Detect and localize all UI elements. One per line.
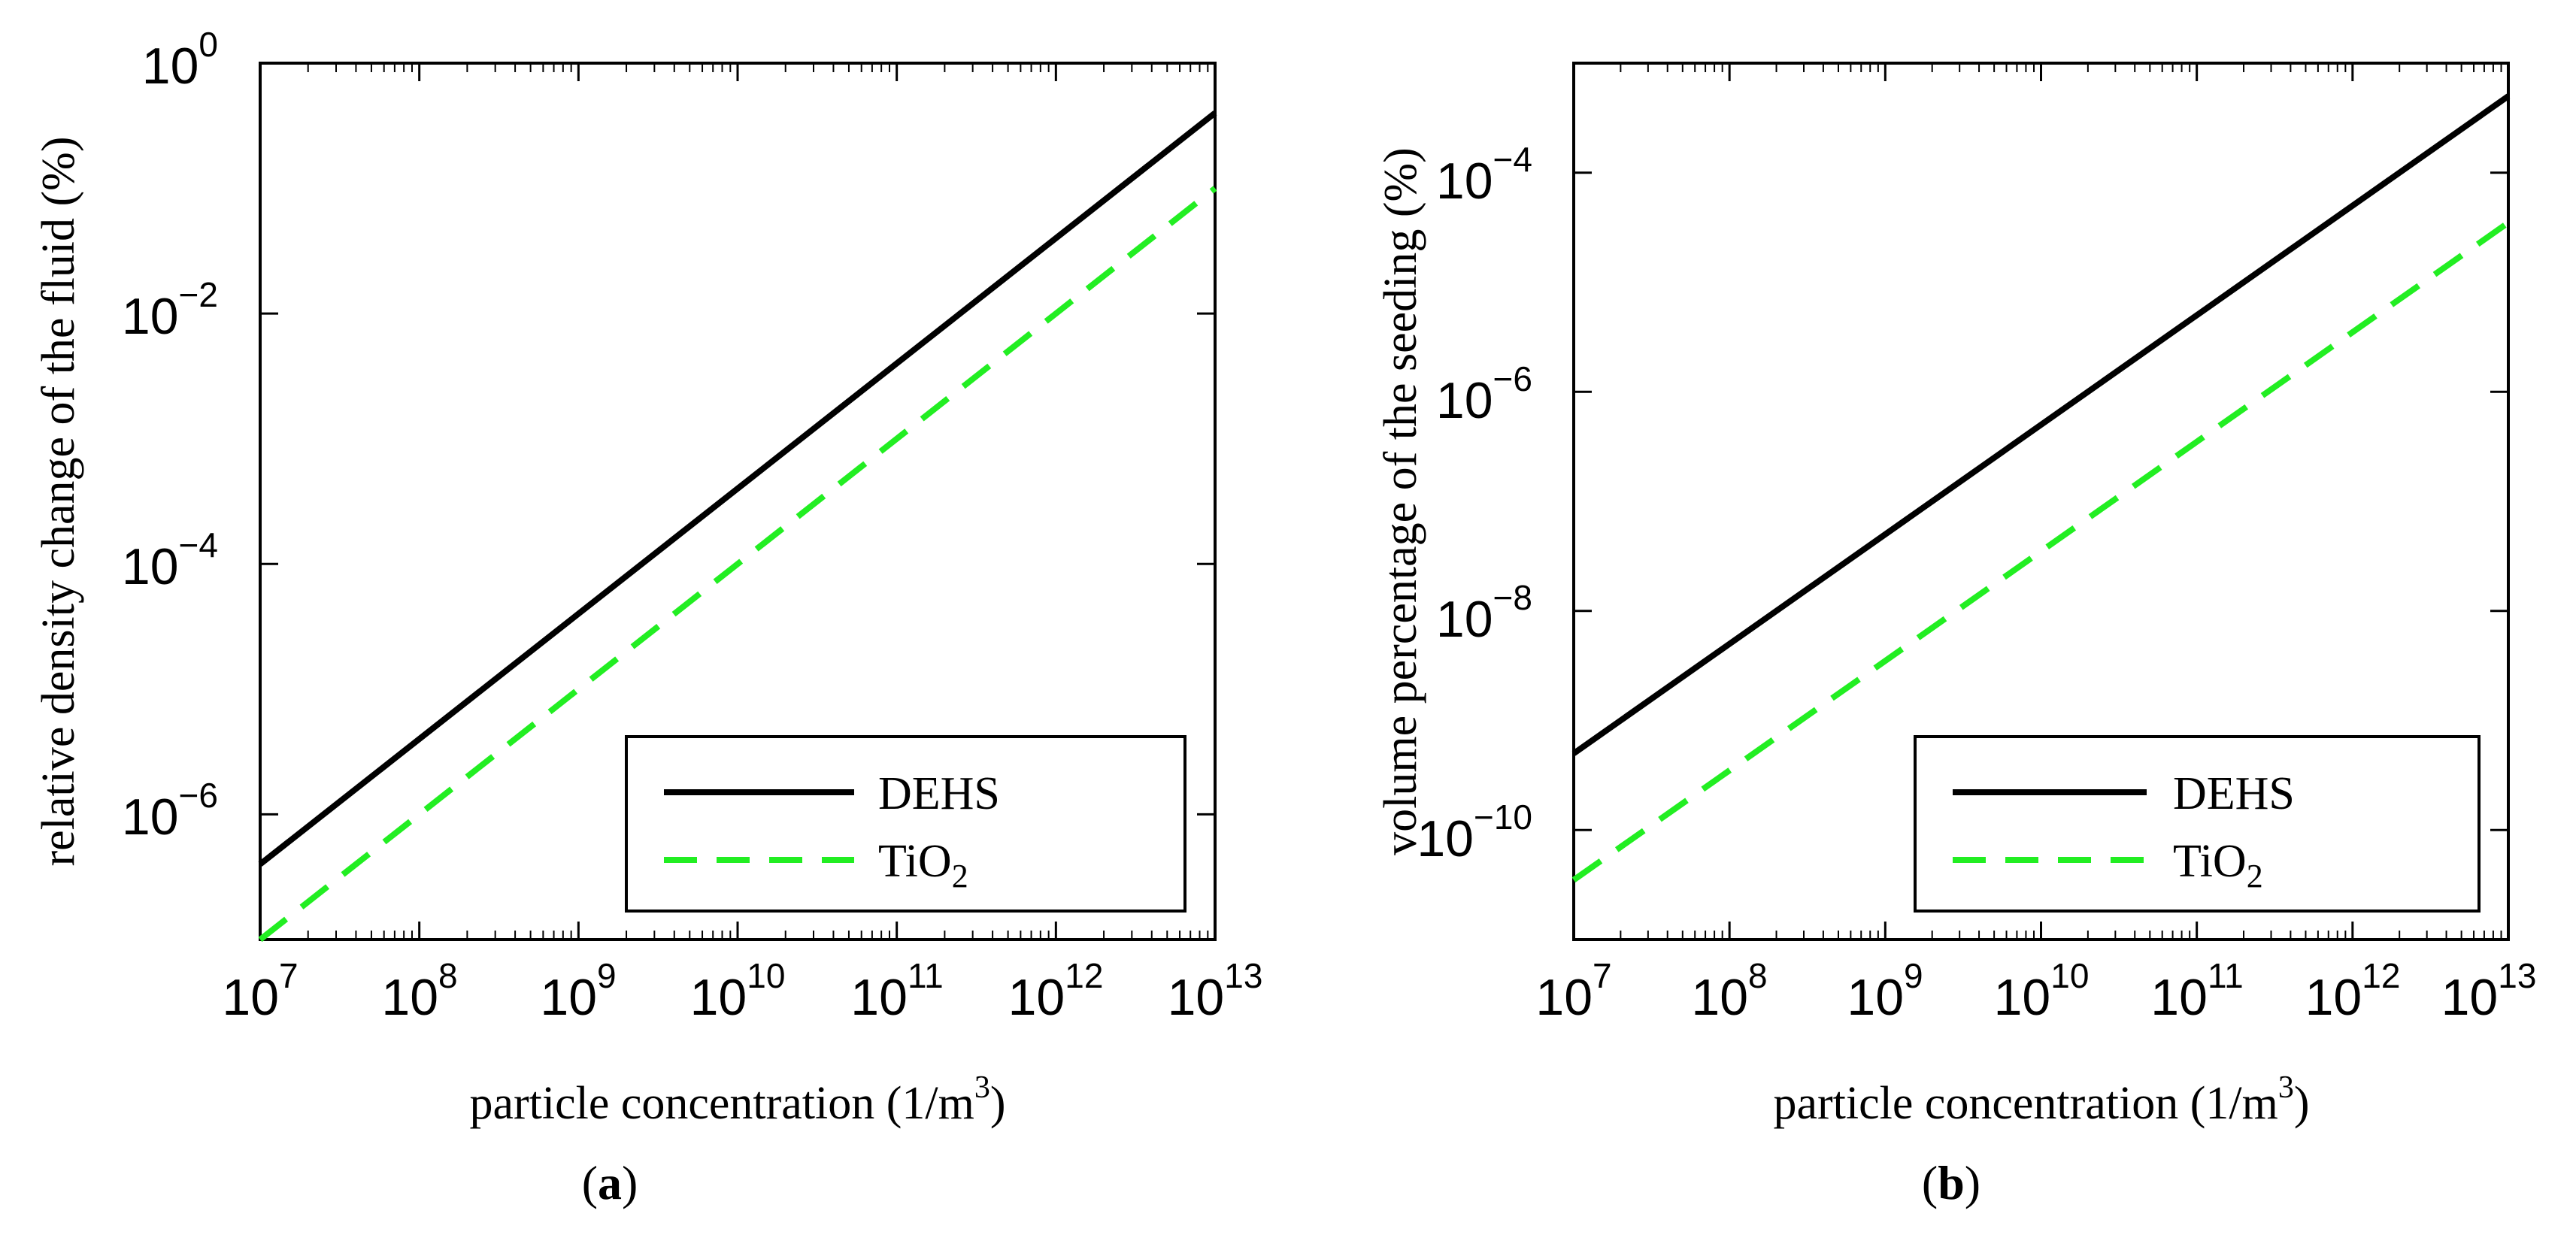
panel-a-label: (a) (582, 1156, 638, 1209)
panel-b-x-tick-label: 109 (1847, 956, 1923, 1026)
panel-a-x-tick-label: 1010 (690, 956, 786, 1026)
panel-b-series (1571, 93, 2511, 882)
panel-b-major-ticks (1572, 63, 2510, 940)
panel-b-minor-ticks (1620, 63, 2502, 940)
panel-a-x-tick-label: 107 (222, 956, 298, 1026)
panel-b-legend-label-dehs: DEHS (2173, 768, 2295, 819)
panel-b-label: (b) (1922, 1156, 1980, 1209)
panel-a-series-tio2 (258, 186, 1217, 943)
panel-a-x-tick-label: 108 (381, 956, 457, 1026)
panel-a-major-ticks (259, 62, 1217, 940)
panel-b-y-tick-label: 10−8 (1436, 578, 1532, 648)
panel-a-legend-label-dehs: DEHS (878, 768, 1000, 819)
panel-b-x-tick-label: 107 (1535, 956, 1611, 1026)
panel-a-legend-label-tio2: TiO2 (878, 836, 968, 894)
panel-a-x-tick-label: 1011 (850, 956, 943, 1026)
panel-a-y-tick-label: 10−2 (122, 275, 218, 345)
panel-b-y-axis-label: volume percentage of the seeding (%) (1375, 147, 1426, 855)
panel-b-x-tick-label: 1010 (1994, 956, 2090, 1026)
panel-b-x-tick-label: 1011 (2150, 956, 2243, 1026)
panel-a-x-tick-label: 1012 (1008, 956, 1104, 1026)
panel-a-x-axis-label: particle concentration (1/m3) (469, 1070, 1005, 1129)
panel-b-x-axis-label: particle concentration (1/m3) (1773, 1070, 2309, 1129)
panel-a-x-tick-label: 1013 (1168, 956, 1263, 1026)
panel-b-legend: DEHS TiO2 (1914, 735, 2481, 913)
panel-b-legend-label-tio2: TiO2 (2173, 836, 2263, 894)
panel-a-legend-box (625, 735, 1186, 913)
panel-a-series (258, 110, 1217, 943)
panel-a-y-tick-label: 10−4 (122, 525, 218, 595)
panel-b-x-tick-label: 1012 (2305, 956, 2401, 1026)
panel-a-series-dehs (258, 110, 1217, 867)
panel-b-legend-box (1914, 735, 2481, 913)
panel-b-y-tick-label: 10−6 (1436, 359, 1532, 429)
panel-a-y-tick-label: 100 (142, 25, 218, 95)
panel-a-y-axis-label: relative density change of the fluid (%) (33, 137, 84, 867)
panel-a-legend: DEHS TiO2 (625, 735, 1186, 913)
panel-b-series-tio2 (1571, 219, 2511, 882)
panel-a: 10−6 10−4 10−2 100 107 108 109 1010 1011… (33, 25, 1262, 1209)
panel-a-x-tick-label: 109 (540, 956, 616, 1026)
panel-b-x-tick-label: 1013 (2441, 956, 2537, 1026)
panel-b-y-tick-label: 10−10 (1417, 798, 1532, 867)
panel-b-x-tick-label: 108 (1691, 956, 1767, 1026)
panel-b-y-tick-label: 10−4 (1436, 140, 1532, 210)
panel-a-minor-ticks (307, 63, 1209, 940)
panel-b-series-dehs (1571, 93, 2511, 756)
panel-a-y-tick-label: 10−6 (122, 776, 218, 846)
panel-b: 10−10 10−8 10−6 10−4 107 108 109 1010 10… (1375, 62, 2537, 1209)
